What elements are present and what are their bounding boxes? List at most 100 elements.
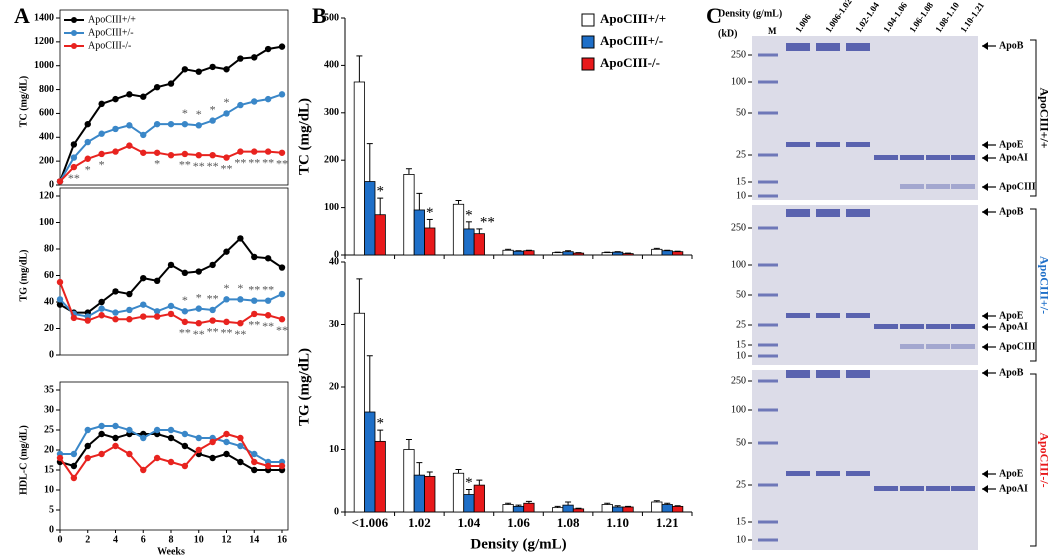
- band-arrowhead: [982, 42, 988, 50]
- significance-mark: **: [207, 292, 219, 306]
- significance-mark: **: [248, 318, 260, 332]
- data-point: [264, 312, 272, 319]
- data-point: [195, 434, 202, 442]
- panel-label: C: [706, 3, 722, 28]
- marker-label: 250: [731, 222, 746, 233]
- ladder-band: [758, 194, 778, 198]
- protein-band: [900, 184, 924, 189]
- data-point: [251, 98, 258, 105]
- data-point: [209, 317, 216, 324]
- significance-mark: **: [179, 326, 191, 340]
- protein-band: [951, 344, 975, 349]
- data-point: [209, 63, 216, 71]
- x-tick-label: 16: [277, 534, 287, 545]
- gel-image: [752, 370, 978, 550]
- ladder-band: [758, 354, 778, 358]
- bar: [552, 507, 564, 513]
- bracket: [1030, 39, 1037, 197]
- protein-band: [786, 142, 810, 147]
- protein-band: [874, 486, 898, 491]
- data-point: [278, 149, 286, 156]
- data-point: [195, 68, 202, 75]
- bar: [473, 484, 485, 513]
- marker-label: 10: [736, 534, 746, 545]
- data-point: [223, 154, 230, 161]
- data-point: [209, 261, 216, 269]
- bar: [562, 251, 574, 256]
- gel-image: [752, 205, 978, 365]
- x-tick-label: <1.006: [351, 515, 388, 530]
- data-point: [112, 434, 119, 442]
- bracket: [1030, 208, 1037, 362]
- bracket: [1030, 373, 1037, 547]
- protein-band: [900, 324, 924, 329]
- significance-mark: *: [426, 205, 434, 221]
- y-axis-label: TC (mg/dL): [296, 98, 312, 175]
- protein-band: [786, 471, 810, 476]
- x-tick-label: 1.04: [458, 515, 481, 530]
- marker-label: 10: [736, 190, 746, 201]
- data-point: [251, 458, 258, 466]
- ladder-band: [758, 153, 778, 157]
- data-point: [209, 117, 216, 124]
- protein-band: [816, 471, 840, 476]
- significance-mark: **: [276, 157, 288, 171]
- ladder-band: [758, 80, 778, 84]
- band-label: ApoE: [999, 139, 1024, 150]
- data-point: [56, 296, 64, 303]
- y-tick-label: 20: [44, 323, 54, 334]
- band-arrowhead: [982, 183, 988, 191]
- protein-band: [951, 184, 975, 189]
- band-arrowhead: [982, 208, 988, 216]
- band-label: ApoE: [999, 468, 1024, 479]
- data-point: [223, 430, 230, 438]
- lane-label: 1.06-1.08: [907, 0, 935, 34]
- x-axis-label: Density (g/mL): [470, 536, 566, 552]
- x-tick-label: 8: [169, 534, 174, 545]
- data-point: [70, 154, 78, 161]
- data-point: [56, 278, 64, 286]
- data-point: [70, 163, 78, 171]
- data-point: [209, 438, 216, 446]
- ladder-band: [758, 343, 778, 347]
- bar: [364, 411, 376, 513]
- marker-label: 250: [731, 375, 746, 386]
- protein-band: [846, 209, 870, 217]
- data-point: [167, 426, 175, 434]
- data-point: [98, 130, 105, 137]
- bar: [672, 505, 684, 513]
- data-point: [98, 450, 105, 458]
- data-point: [153, 120, 161, 128]
- significance-mark: **: [262, 282, 274, 296]
- marker-label: 50: [736, 437, 746, 448]
- data-point: [84, 317, 91, 324]
- data-point: [264, 45, 272, 53]
- data-point: [126, 450, 133, 458]
- significance-mark: **: [248, 155, 260, 169]
- data-point: [251, 148, 258, 155]
- bar: [463, 228, 475, 256]
- protein-band: [816, 43, 840, 51]
- data-point: [153, 313, 161, 320]
- significance-mark: *: [99, 158, 105, 172]
- data-point: [237, 434, 244, 442]
- significance-mark: **: [221, 161, 233, 175]
- significance-mark: **: [234, 155, 246, 169]
- y-axis-label: TC (mg/dL): [18, 76, 29, 127]
- data-point: [112, 148, 119, 155]
- legend-marker: [71, 17, 77, 23]
- significance-mark: **: [276, 323, 288, 337]
- bar: [562, 504, 574, 513]
- data-point: [181, 269, 189, 277]
- protein-band: [816, 209, 840, 217]
- significance-mark: **: [193, 159, 205, 173]
- bar: [523, 502, 535, 513]
- bar: [353, 81, 365, 256]
- data-point: [264, 255, 272, 262]
- x-axis-label: Weeks: [157, 546, 185, 557]
- x-tick-label: 1.10: [606, 515, 629, 530]
- legend-label: ApoCIII+/-: [88, 27, 134, 38]
- y-tick-label: 600: [39, 108, 54, 119]
- data-point: [140, 149, 147, 156]
- y-axis-label: HDL-C (mg/dL): [18, 425, 29, 495]
